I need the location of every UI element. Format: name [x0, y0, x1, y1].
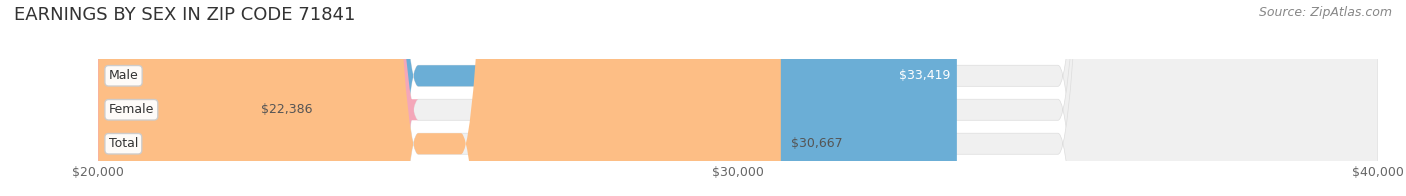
Text: Total: Total	[108, 137, 138, 150]
FancyBboxPatch shape	[98, 0, 957, 196]
FancyBboxPatch shape	[98, 0, 1378, 196]
Text: Male: Male	[108, 69, 138, 82]
FancyBboxPatch shape	[98, 0, 1378, 196]
Text: Female: Female	[108, 103, 155, 116]
Text: $30,667: $30,667	[792, 137, 842, 150]
Text: $22,386: $22,386	[262, 103, 312, 116]
Text: $33,419: $33,419	[898, 69, 950, 82]
Text: EARNINGS BY SEX IN ZIP CODE 71841: EARNINGS BY SEX IN ZIP CODE 71841	[14, 6, 356, 24]
Text: Source: ZipAtlas.com: Source: ZipAtlas.com	[1258, 6, 1392, 19]
FancyBboxPatch shape	[0, 0, 419, 196]
FancyBboxPatch shape	[98, 0, 780, 196]
FancyBboxPatch shape	[98, 0, 1378, 196]
